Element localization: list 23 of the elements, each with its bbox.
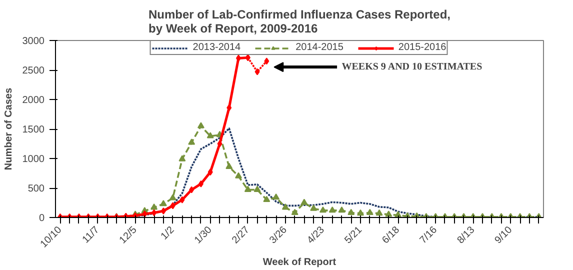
legend-label: 2013-2014	[192, 42, 241, 53]
y-tick-label: 1500	[22, 124, 45, 136]
legend-label: 2015-2016	[398, 42, 446, 53]
legend-label: 2014-2015	[296, 42, 344, 53]
y-tick-label: 0	[38, 213, 45, 224]
y-tick-label: 500	[28, 184, 45, 194]
x-axis-title: Week of Report	[262, 256, 337, 268]
y-tick-label: 2000	[22, 95, 45, 106]
annotation: WEEKS 9 AND 10 ESTIMATES	[342, 62, 483, 73]
y-tick-label: 2500	[22, 66, 45, 76]
x-tick-label: 4/23	[305, 224, 328, 246]
x-tick-label: 6/18	[380, 224, 402, 246]
x-tick-label: 5/21	[342, 224, 365, 246]
x-tick-label: 7/16	[418, 224, 440, 246]
x-tick-label: 1/2	[159, 224, 178, 242]
y-tick-label: 3000	[22, 36, 45, 47]
x-tick-label: 9/10	[493, 224, 515, 246]
y-tick-label: 1000	[22, 154, 45, 165]
y-axis-title: Number of Cases	[3, 87, 14, 170]
x-tick-label: 1/30	[192, 224, 215, 246]
x-tick-label: 3/26	[268, 224, 290, 246]
chart-title: Number of Lab-Confirmed Influenza Cases Reported, by Week of Report, 2009-2016	[148, 8, 451, 36]
x-tick-label: 8/13	[455, 224, 478, 246]
